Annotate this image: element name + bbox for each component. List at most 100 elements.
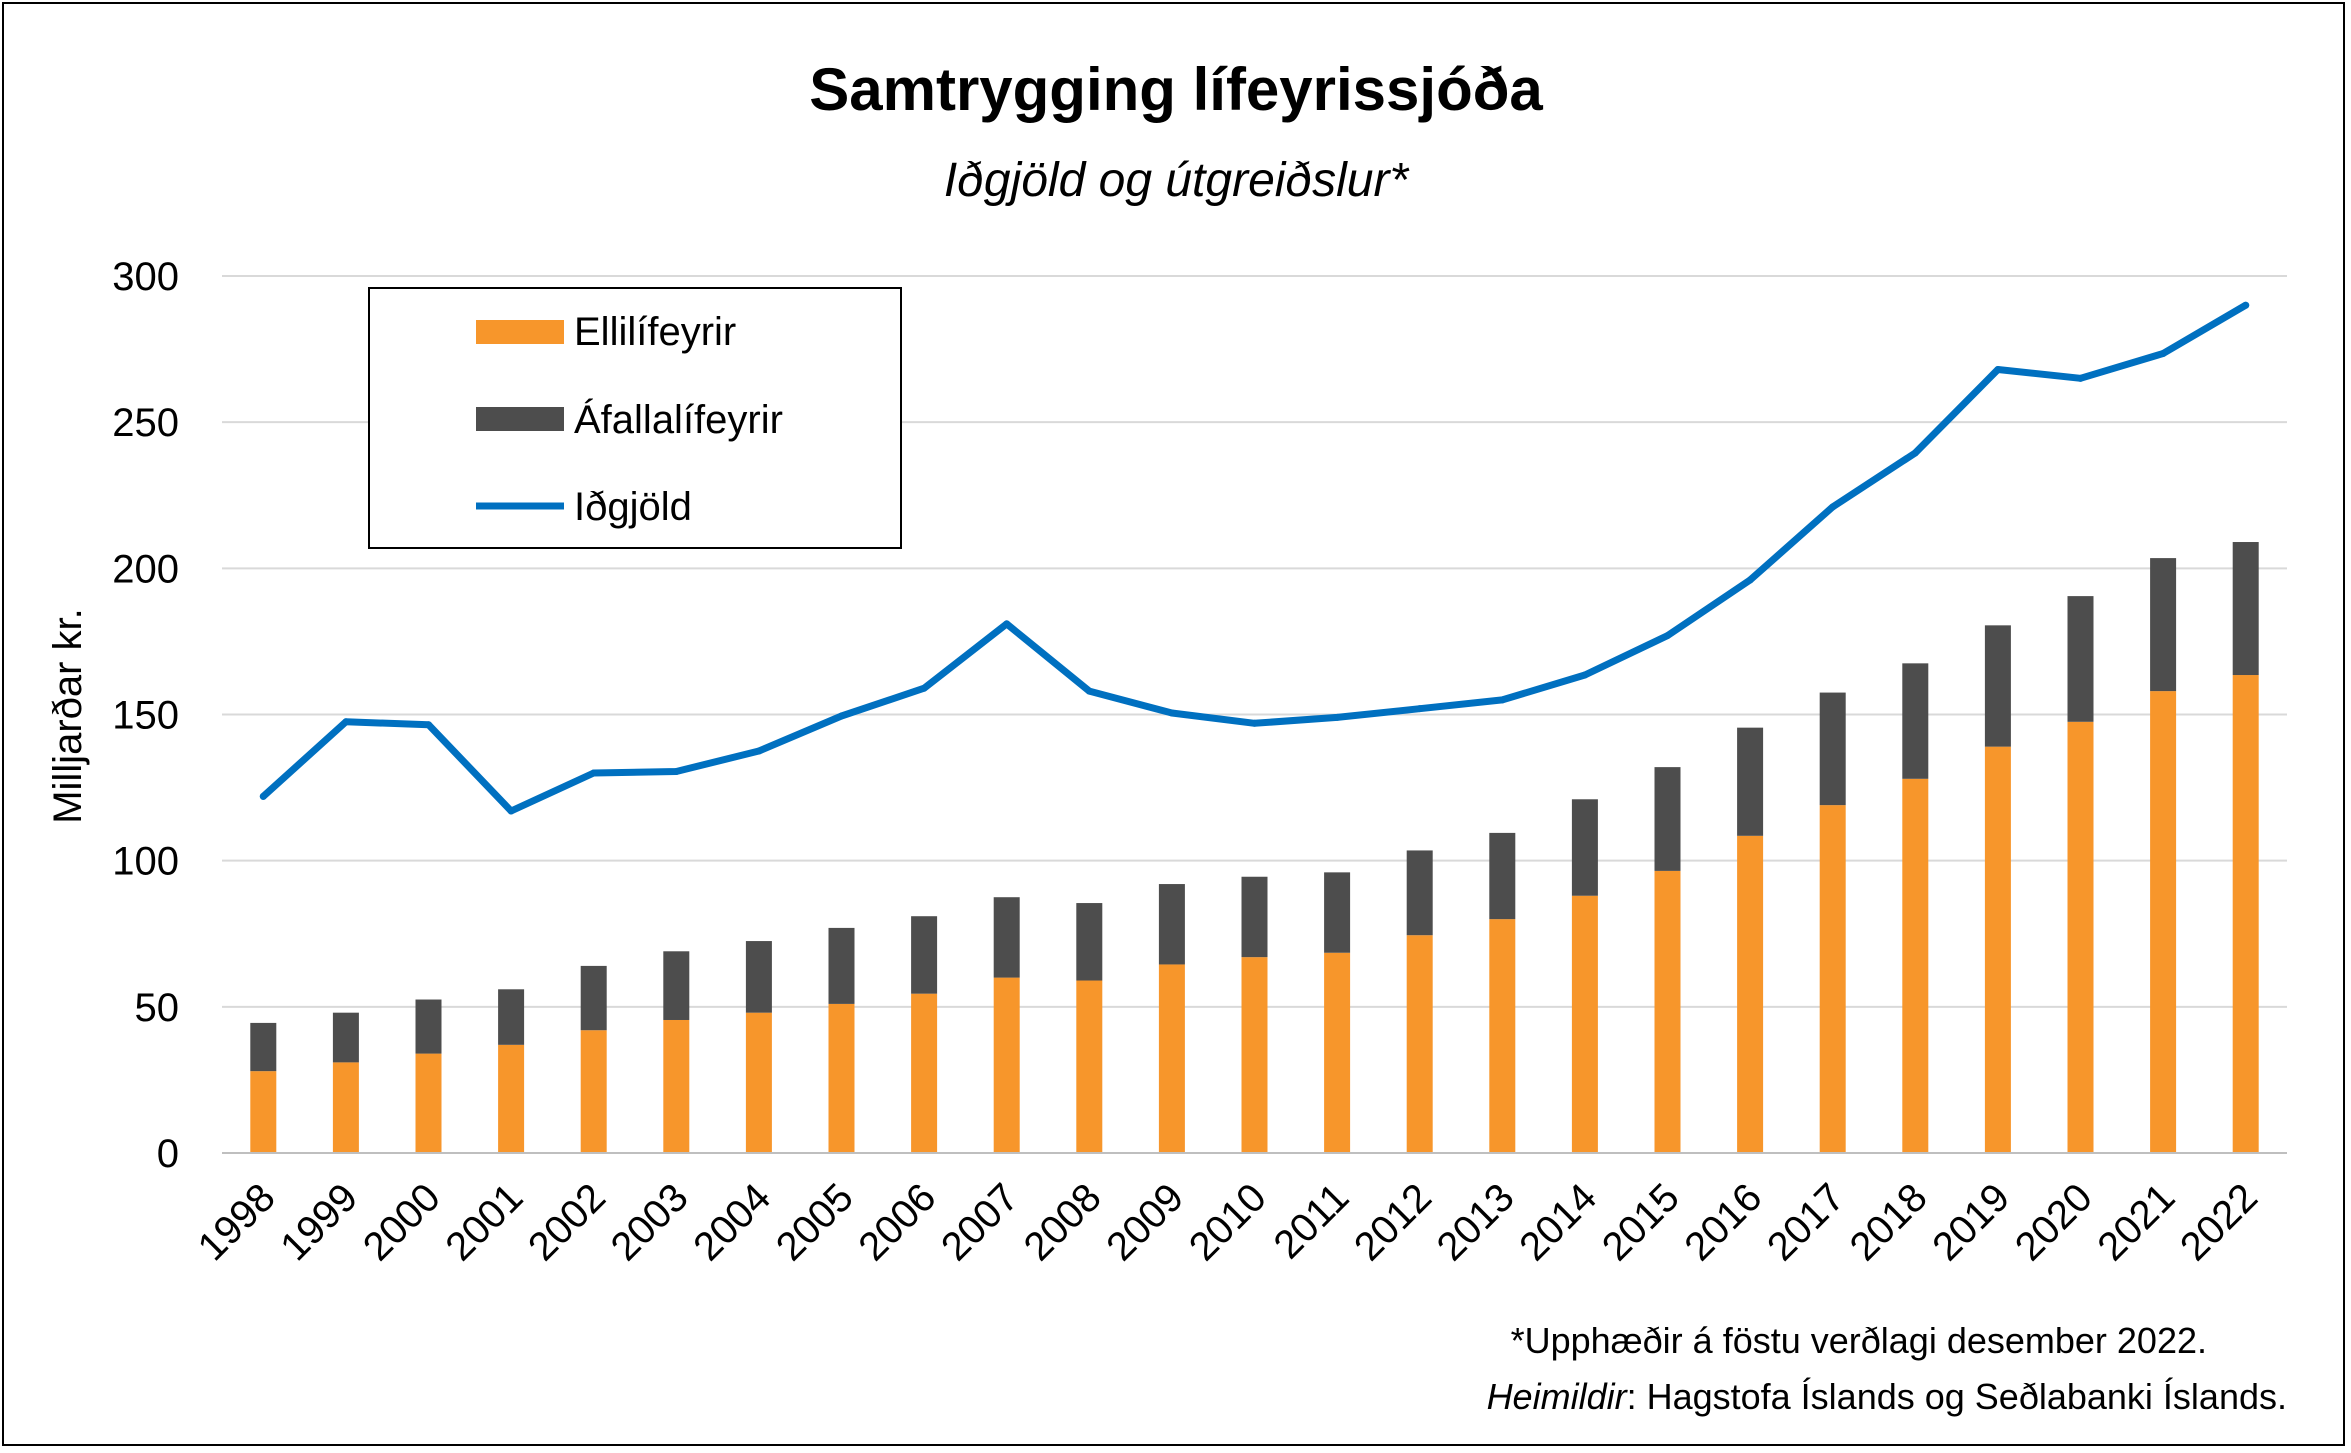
chart-title: Samtrygging lífeyrissjóða: [809, 56, 1543, 123]
bar-afallalifeyrir-2019: [1984, 625, 2011, 747]
bar-ellilifeyrir-2009: [1158, 964, 1185, 1153]
x-tick-label: 2014: [1511, 1175, 1605, 1269]
bar-ellilifeyrir-2008: [1076, 980, 1103, 1153]
x-tick-label: 1999: [272, 1175, 366, 1269]
point-idgjold-2008: [1085, 687, 1093, 695]
x-tick-label: 2012: [1346, 1175, 1440, 1269]
bar-afallalifeyrir-1998: [250, 1022, 277, 1072]
chart: Samtrygging lífeyrissjóða Iðgjöld og útg…: [46, 56, 2287, 1417]
x-tick-label: 2022: [2172, 1175, 2266, 1269]
bar-afallalifeyrir-2001: [498, 989, 525, 1045]
bar-afallalifeyrir-2021: [2150, 558, 2177, 692]
bar-ellilifeyrir-2017: [1819, 805, 1846, 1153]
legend-label-afallalifeyrir: Áfallalífeyrir: [574, 397, 783, 442]
x-tick-label: 2004: [685, 1175, 779, 1269]
legend-label-idgjold: Iðgjöld: [574, 485, 692, 529]
point-idgjold-2011: [1333, 713, 1341, 721]
x-tick-label: 2018: [1842, 1175, 1936, 1269]
bar-afallalifeyrir-2005: [828, 927, 855, 1004]
point-idgjold-2009: [1168, 709, 1176, 717]
point-idgjold-2022: [2242, 301, 2250, 309]
bar-ellilifeyrir-2001: [498, 1044, 525, 1153]
bar-afallalifeyrir-2007: [993, 897, 1020, 978]
chart-subtitle: Iðgjöld og útgreiðslur*: [944, 154, 1410, 207]
x-tick-label: 2010: [1181, 1175, 1275, 1269]
x-tick-label: 2003: [603, 1175, 697, 1269]
point-idgjold-2001: [507, 807, 515, 815]
point-idgjold-2006: [920, 684, 928, 692]
y-tick-labels: 0 50 100 150 200 250 300: [112, 255, 179, 1176]
line-series: [259, 301, 2250, 815]
point-idgjold-2015: [1664, 632, 1671, 640]
x-tick-label: 2013: [1429, 1175, 1523, 1269]
bar-ellilifeyrir-2014: [1571, 895, 1598, 1153]
legend-label-ellilifeyrir: Ellilífeyrir: [574, 310, 736, 354]
bar-afallalifeyrir-2004: [745, 941, 772, 1013]
x-tick-label: 2007: [933, 1175, 1027, 1269]
bar-ellilifeyrir-2000: [415, 1053, 442, 1153]
y-tick-label: 250: [112, 401, 179, 445]
point-idgjold-2013: [1498, 696, 1506, 704]
y-tick-label: 300: [112, 255, 179, 299]
x-tick-label: 2019: [1924, 1175, 2018, 1269]
point-idgjold-2019: [1994, 366, 2002, 374]
x-tick-label: 2016: [1676, 1175, 1770, 1269]
point-idgjold-2002: [590, 769, 598, 777]
source-note: Heimildir: Hagstofa Íslands og Seðlabank…: [1487, 1376, 2287, 1417]
bar-afallalifeyrir-2015: [1654, 767, 1681, 871]
y-tick-label: 50: [135, 986, 180, 1030]
bar-ellilifeyrir-2002: [580, 1030, 607, 1153]
bar-afallalifeyrir-2022: [2232, 542, 2259, 676]
bar-ellilifeyrir-1998: [250, 1071, 277, 1153]
x-tick-label: 2017: [1759, 1175, 1853, 1269]
bar-afallalifeyrir-2011: [1324, 872, 1351, 953]
x-tick-label: 2000: [355, 1175, 449, 1269]
point-idgjold-2017: [1829, 503, 1837, 511]
point-idgjold-2007: [1003, 620, 1011, 628]
x-tick-label: 2001: [437, 1175, 531, 1269]
bar-afallalifeyrir-2002: [580, 965, 607, 1031]
x-tick-label: 2002: [520, 1175, 614, 1269]
bar-afallalifeyrir-2000: [415, 999, 442, 1054]
point-idgjold-2021: [2159, 349, 2167, 357]
bar-afallalifeyrir-2009: [1158, 884, 1185, 965]
y-tick-label: 100: [112, 840, 179, 884]
bar-ellilifeyrir-2018: [1902, 778, 1929, 1153]
point-idgjold-2000: [425, 721, 432, 729]
x-tick-label: 2008: [1016, 1175, 1110, 1269]
legend-swatch-afallalifeyrir: [476, 407, 564, 431]
bar-afallalifeyrir-1999: [332, 1012, 359, 1063]
bar-ellilifeyrir-2016: [1737, 835, 1764, 1153]
x-tick-label: 1998: [190, 1175, 284, 1269]
legend: Ellilífeyrir Áfallalífeyrir Iðgjöld: [368, 287, 902, 549]
source-label: Heimildir: [1487, 1376, 1629, 1417]
bar-afallalifeyrir-2016: [1737, 727, 1764, 836]
bar-afallalifeyrir-2013: [1489, 832, 1516, 920]
x-tick-labels: 1998199920002001200220032004200520062007…: [190, 1175, 2266, 1269]
bar-afallalifeyrir-2012: [1406, 850, 1433, 936]
point-idgjold-2010: [1251, 719, 1258, 727]
x-tick-label: 2009: [1098, 1175, 1192, 1269]
bar-afallalifeyrir-2003: [663, 951, 690, 1020]
x-tick-label: 2011: [1266, 1175, 1358, 1267]
point-idgjold-2020: [2077, 374, 2084, 382]
point-idgjold-1998: [259, 792, 267, 800]
bar-ellilifeyrir-2004: [745, 1012, 772, 1153]
bar-ellilifeyrir-2019: [1984, 746, 2011, 1153]
y-tick-label: 200: [112, 547, 179, 591]
bar-ellilifeyrir-2015: [1654, 870, 1681, 1153]
x-tick-label: 2005: [768, 1175, 862, 1269]
y-tick-label: 0: [157, 1132, 179, 1176]
y-tick-label: 150: [112, 694, 179, 738]
bar-ellilifeyrir-2021: [2150, 691, 2177, 1153]
bar-afallalifeyrir-2017: [1819, 692, 1846, 806]
x-tick-label: 2020: [2007, 1175, 2101, 1269]
bar-ellilifeyrir-2010: [1241, 957, 1268, 1153]
point-idgjold-2005: [838, 712, 845, 720]
bar-ellilifeyrir-2007: [993, 977, 1020, 1153]
point-idgjold-2014: [1581, 671, 1589, 679]
y-axis-label: Milljarðar kr.: [46, 608, 90, 824]
footnote: *Upphæðir á föstu verðlagi desember 2022…: [1511, 1320, 2207, 1361]
bar-afallalifeyrir-2014: [1571, 799, 1598, 896]
